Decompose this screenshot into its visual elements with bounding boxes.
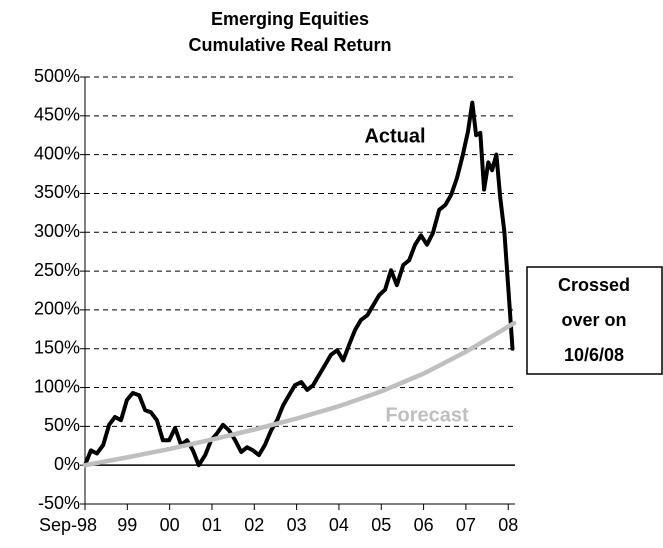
- y-tick-label: 250%: [34, 260, 80, 280]
- y-tick-label: 0%: [54, 454, 80, 474]
- callout-text: over on: [561, 310, 626, 330]
- y-tick-label: 350%: [34, 182, 80, 202]
- y-tick-label: 200%: [34, 299, 80, 319]
- x-tick-label: 03: [287, 515, 307, 535]
- chart-title: Emerging Equities: [211, 9, 369, 29]
- y-tick-label: 50%: [44, 415, 80, 435]
- series-label: Forecast: [385, 404, 469, 426]
- x-tick-label: 04: [329, 515, 349, 535]
- series-line: [83, 100, 515, 468]
- x-tick-label: 00: [160, 515, 180, 535]
- series-line: [82, 320, 517, 468]
- x-tick-label: 01: [202, 515, 222, 535]
- callout-box: [526, 266, 663, 375]
- y-tick-label: 500%: [34, 66, 80, 86]
- x-tick-label: 02: [244, 515, 264, 535]
- x-tick-label: 05: [371, 515, 391, 535]
- y-tick-label: 400%: [34, 143, 80, 163]
- y-tick-label: 450%: [34, 105, 80, 125]
- x-tick-label: 07: [456, 515, 476, 535]
- callout-text: Crossed: [558, 275, 630, 295]
- x-tick-label: 99: [117, 515, 137, 535]
- x-tick-label: 06: [414, 515, 434, 535]
- series-label: Actual: [364, 125, 425, 147]
- chart-title: Cumulative Real Return: [188, 35, 391, 55]
- y-tick-label: 100%: [34, 376, 80, 396]
- x-tick-label: Sep-98: [39, 515, 97, 535]
- callout-text: 10/6/08: [564, 345, 624, 365]
- y-tick-label: 150%: [34, 337, 80, 357]
- x-tick-label: 08: [498, 515, 518, 535]
- y-tick-label: -50%: [38, 493, 80, 513]
- y-tick-label: 300%: [34, 221, 80, 241]
